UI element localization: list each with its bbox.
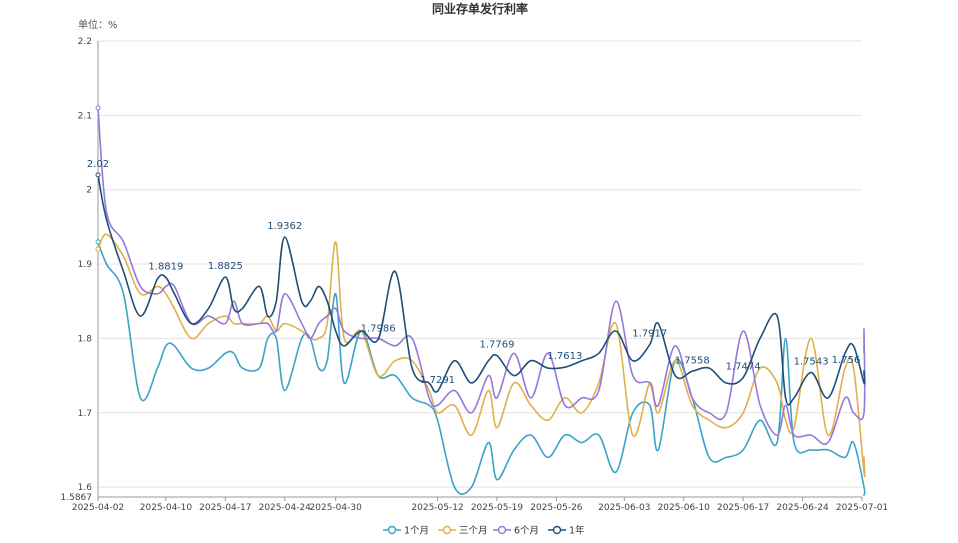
chart-title: 同业存单发行利率 (432, 1, 528, 16)
legend-label: 三个月 (459, 526, 488, 537)
data-labels: 2.02 1.8819 1.8825 1.9362 1.7986 1.7291 1.7769… (87, 159, 860, 386)
data-label: 1.7543 (794, 356, 829, 367)
series-line (97, 233, 866, 478)
y-tick-label: 2 (86, 186, 92, 196)
series-line (97, 107, 866, 445)
series-lines (95, 105, 866, 496)
legend-marker (497, 525, 507, 535)
legend-label: 6个月 (514, 526, 539, 537)
x-tick-label: 2025-06-03 (598, 503, 650, 513)
x-tick-label: 2025-06-17 (717, 503, 769, 513)
unit-label: 单位：% (78, 18, 118, 31)
legend-marker (387, 525, 397, 535)
y-tick-label: 2.1 (78, 111, 92, 121)
data-label: 1.7291 (420, 375, 455, 386)
y-tick-label: 2.2 (78, 37, 92, 47)
data-label: 2.02 (87, 159, 109, 170)
x-tick-label: 2025-04-17 (199, 503, 251, 513)
x-tick-label: 2025-05-19 (471, 503, 524, 513)
data-label: 1.8825 (208, 261, 243, 272)
series-line (97, 174, 866, 406)
data-label: 1.7769 (479, 340, 514, 351)
data-label: 1.8819 (148, 262, 183, 273)
x-tick-label: 2025-06-24 (776, 503, 829, 513)
data-label: 1.7917 (632, 329, 667, 340)
data-label: 1.7986 (361, 323, 396, 334)
legend-marker (442, 525, 452, 535)
x-tick-label: 2025-05-12 (411, 503, 463, 513)
y-tick-label: 1.6 (78, 483, 93, 493)
y-tick-label: 1.5867 (61, 493, 93, 503)
data-label: 1.7474 (726, 362, 761, 373)
x-tick-label: 2025-04-30 (310, 503, 363, 513)
data-label: 1.7613 (547, 351, 582, 362)
legend-marker (552, 525, 562, 535)
y-tick-label: 1.9 (78, 260, 93, 270)
y-tick-label: 1.8 (78, 334, 93, 344)
x-tick-label: 2025-07-01 (836, 503, 888, 513)
legend: 1个月 三个月 6个月 1年 (383, 525, 585, 537)
x-tick-label: 2025-04-24 (259, 503, 312, 513)
legend-label: 1年 (569, 525, 585, 537)
x-tick-label: 2025-06-10 (658, 503, 711, 513)
data-point (95, 172, 101, 178)
series-line (97, 241, 866, 496)
data-label: 1.9362 (267, 221, 302, 232)
legend-label: 1个月 (404, 526, 429, 537)
x-axis: 2025-04-02 2025-04-10 2025-04-17 2025-04-24… (72, 496, 888, 513)
data-label: 1.756 (832, 355, 861, 366)
data-point (95, 246, 101, 252)
x-tick-label: 2025-05-26 (530, 503, 583, 513)
data-point (95, 105, 101, 111)
data-label: 1.7558 (675, 355, 710, 366)
y-tick-label: 1.7 (78, 409, 92, 419)
x-tick-label: 2025-04-10 (140, 503, 193, 513)
x-tick-label: 2025-04-02 (72, 503, 124, 513)
